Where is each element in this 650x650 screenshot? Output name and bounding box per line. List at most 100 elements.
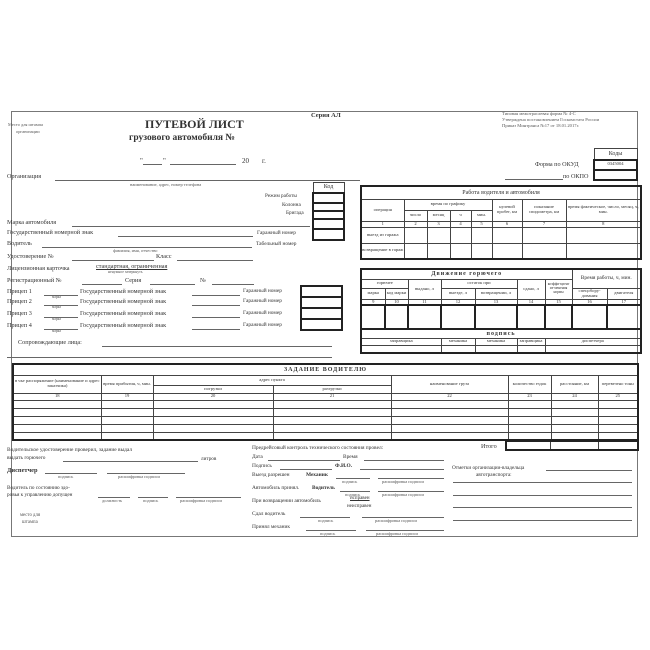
cell[interactable] xyxy=(390,431,509,441)
date-month-field[interactable] xyxy=(170,164,236,165)
cell[interactable] xyxy=(100,423,154,433)
total-distance[interactable] xyxy=(549,440,599,451)
cell[interactable] xyxy=(360,304,386,331)
cell[interactable] xyxy=(516,304,546,331)
trailer-2-plate-field[interactable] xyxy=(192,305,240,306)
car-accepted-signature-field[interactable] xyxy=(340,491,370,492)
reg-number-field[interactable] xyxy=(82,284,122,285)
cell[interactable] xyxy=(507,431,552,441)
cell[interactable] xyxy=(152,431,274,441)
health-position-field[interactable] xyxy=(98,497,130,498)
cell[interactable] xyxy=(403,242,428,260)
cell[interactable] xyxy=(507,407,552,417)
cell[interactable] xyxy=(565,226,642,244)
cell[interactable] xyxy=(390,415,509,425)
cell[interactable] xyxy=(491,242,523,260)
cell[interactable] xyxy=(12,407,102,417)
cell[interactable] xyxy=(152,415,274,425)
cell[interactable] xyxy=(521,226,567,244)
trailer-3-garage-field[interactable] xyxy=(300,307,343,320)
cell[interactable] xyxy=(152,407,274,417)
tab-number-code[interactable] xyxy=(312,227,345,241)
signature-cell[interactable] xyxy=(360,344,442,354)
cell[interactable] xyxy=(449,226,472,244)
cell[interactable] xyxy=(550,399,599,409)
cell[interactable] xyxy=(550,423,599,433)
trailer-4-garage-field[interactable] xyxy=(300,318,343,331)
trailer-1-brand-field[interactable] xyxy=(44,295,78,296)
serviceable-option[interactable]: исправен xyxy=(350,496,370,501)
cell[interactable] xyxy=(403,226,428,244)
cell[interactable] xyxy=(272,431,392,441)
cell[interactable] xyxy=(12,423,102,433)
signature-cell[interactable] xyxy=(474,344,518,354)
trailer-2-garage-field[interactable] xyxy=(300,296,343,309)
cell[interactable] xyxy=(491,226,523,244)
reg-series-field[interactable] xyxy=(150,284,195,285)
trailer-3-brand-field[interactable] xyxy=(44,317,78,318)
trailer-4-brand-field[interactable] xyxy=(44,329,78,330)
cell[interactable] xyxy=(521,242,567,260)
exit-mechanic-signature-field[interactable] xyxy=(336,478,370,479)
cell[interactable] xyxy=(407,304,442,331)
cell[interactable] xyxy=(550,415,599,425)
cell[interactable] xyxy=(152,423,274,433)
license-card-value[interactable]: стандартная, ограниченная xyxy=(96,263,168,270)
received-signature-field[interactable] xyxy=(306,530,356,531)
trailer-2-brand-field[interactable] xyxy=(44,305,78,306)
total-tons[interactable] xyxy=(597,440,639,451)
cell[interactable] xyxy=(100,399,154,409)
cell[interactable] xyxy=(597,415,639,425)
cell[interactable] xyxy=(426,226,451,244)
okpo-value[interactable] xyxy=(593,168,638,181)
cell[interactable] xyxy=(470,226,493,244)
cell[interactable] xyxy=(272,399,392,409)
dispatcher-signature-field[interactable] xyxy=(45,473,97,474)
cell[interactable] xyxy=(470,242,493,260)
cell[interactable] xyxy=(100,431,154,441)
escorts-field-2[interactable] xyxy=(7,357,332,358)
column-code[interactable] xyxy=(312,201,345,212)
trailer-1-garage-field[interactable] xyxy=(300,285,343,298)
received-decode-field[interactable] xyxy=(366,530,444,531)
class-field[interactable] xyxy=(177,260,253,261)
cell[interactable] xyxy=(12,415,102,425)
reg-no-field[interactable] xyxy=(212,284,254,285)
work-mode-code[interactable] xyxy=(312,191,345,204)
cell[interactable] xyxy=(565,242,642,260)
precheck-time-field[interactable] xyxy=(364,460,444,461)
cell[interactable] xyxy=(550,431,599,441)
license-field[interactable] xyxy=(72,260,154,261)
trailer-3-plate-field[interactable] xyxy=(192,317,240,318)
cell[interactable] xyxy=(390,399,509,409)
notes-field[interactable] xyxy=(453,482,632,483)
cell[interactable] xyxy=(390,423,509,433)
dispatcher-decode-field[interactable] xyxy=(107,473,185,474)
handed-decode-field[interactable] xyxy=(362,517,444,518)
garage-number-code[interactable] xyxy=(312,217,345,230)
notes-field[interactable] xyxy=(453,520,632,521)
driver-field[interactable] xyxy=(42,247,252,248)
brigade-code[interactable] xyxy=(312,209,345,220)
cell[interactable] xyxy=(550,407,599,417)
cell[interactable] xyxy=(597,399,639,409)
cell[interactable] xyxy=(597,407,639,417)
cell[interactable] xyxy=(390,407,509,417)
cell[interactable] xyxy=(152,399,274,409)
precheck-signature-field[interactable] xyxy=(280,469,332,470)
cell[interactable] xyxy=(272,423,392,433)
faulty-option[interactable]: неисправен xyxy=(347,504,372,509)
cell[interactable] xyxy=(100,407,154,417)
cell[interactable] xyxy=(272,407,392,417)
cell[interactable] xyxy=(12,431,102,441)
trailer-1-plate-field[interactable] xyxy=(192,295,240,296)
notes-field[interactable] xyxy=(546,470,632,471)
signature-cell[interactable] xyxy=(440,344,476,354)
cell[interactable] xyxy=(543,304,574,331)
precheck-fio-field[interactable] xyxy=(360,469,444,470)
cell[interactable] xyxy=(449,242,472,260)
signature-cell[interactable] xyxy=(516,344,546,354)
cell[interactable] xyxy=(571,304,609,331)
organization-field[interactable] xyxy=(55,180,360,181)
cell[interactable] xyxy=(606,304,643,331)
